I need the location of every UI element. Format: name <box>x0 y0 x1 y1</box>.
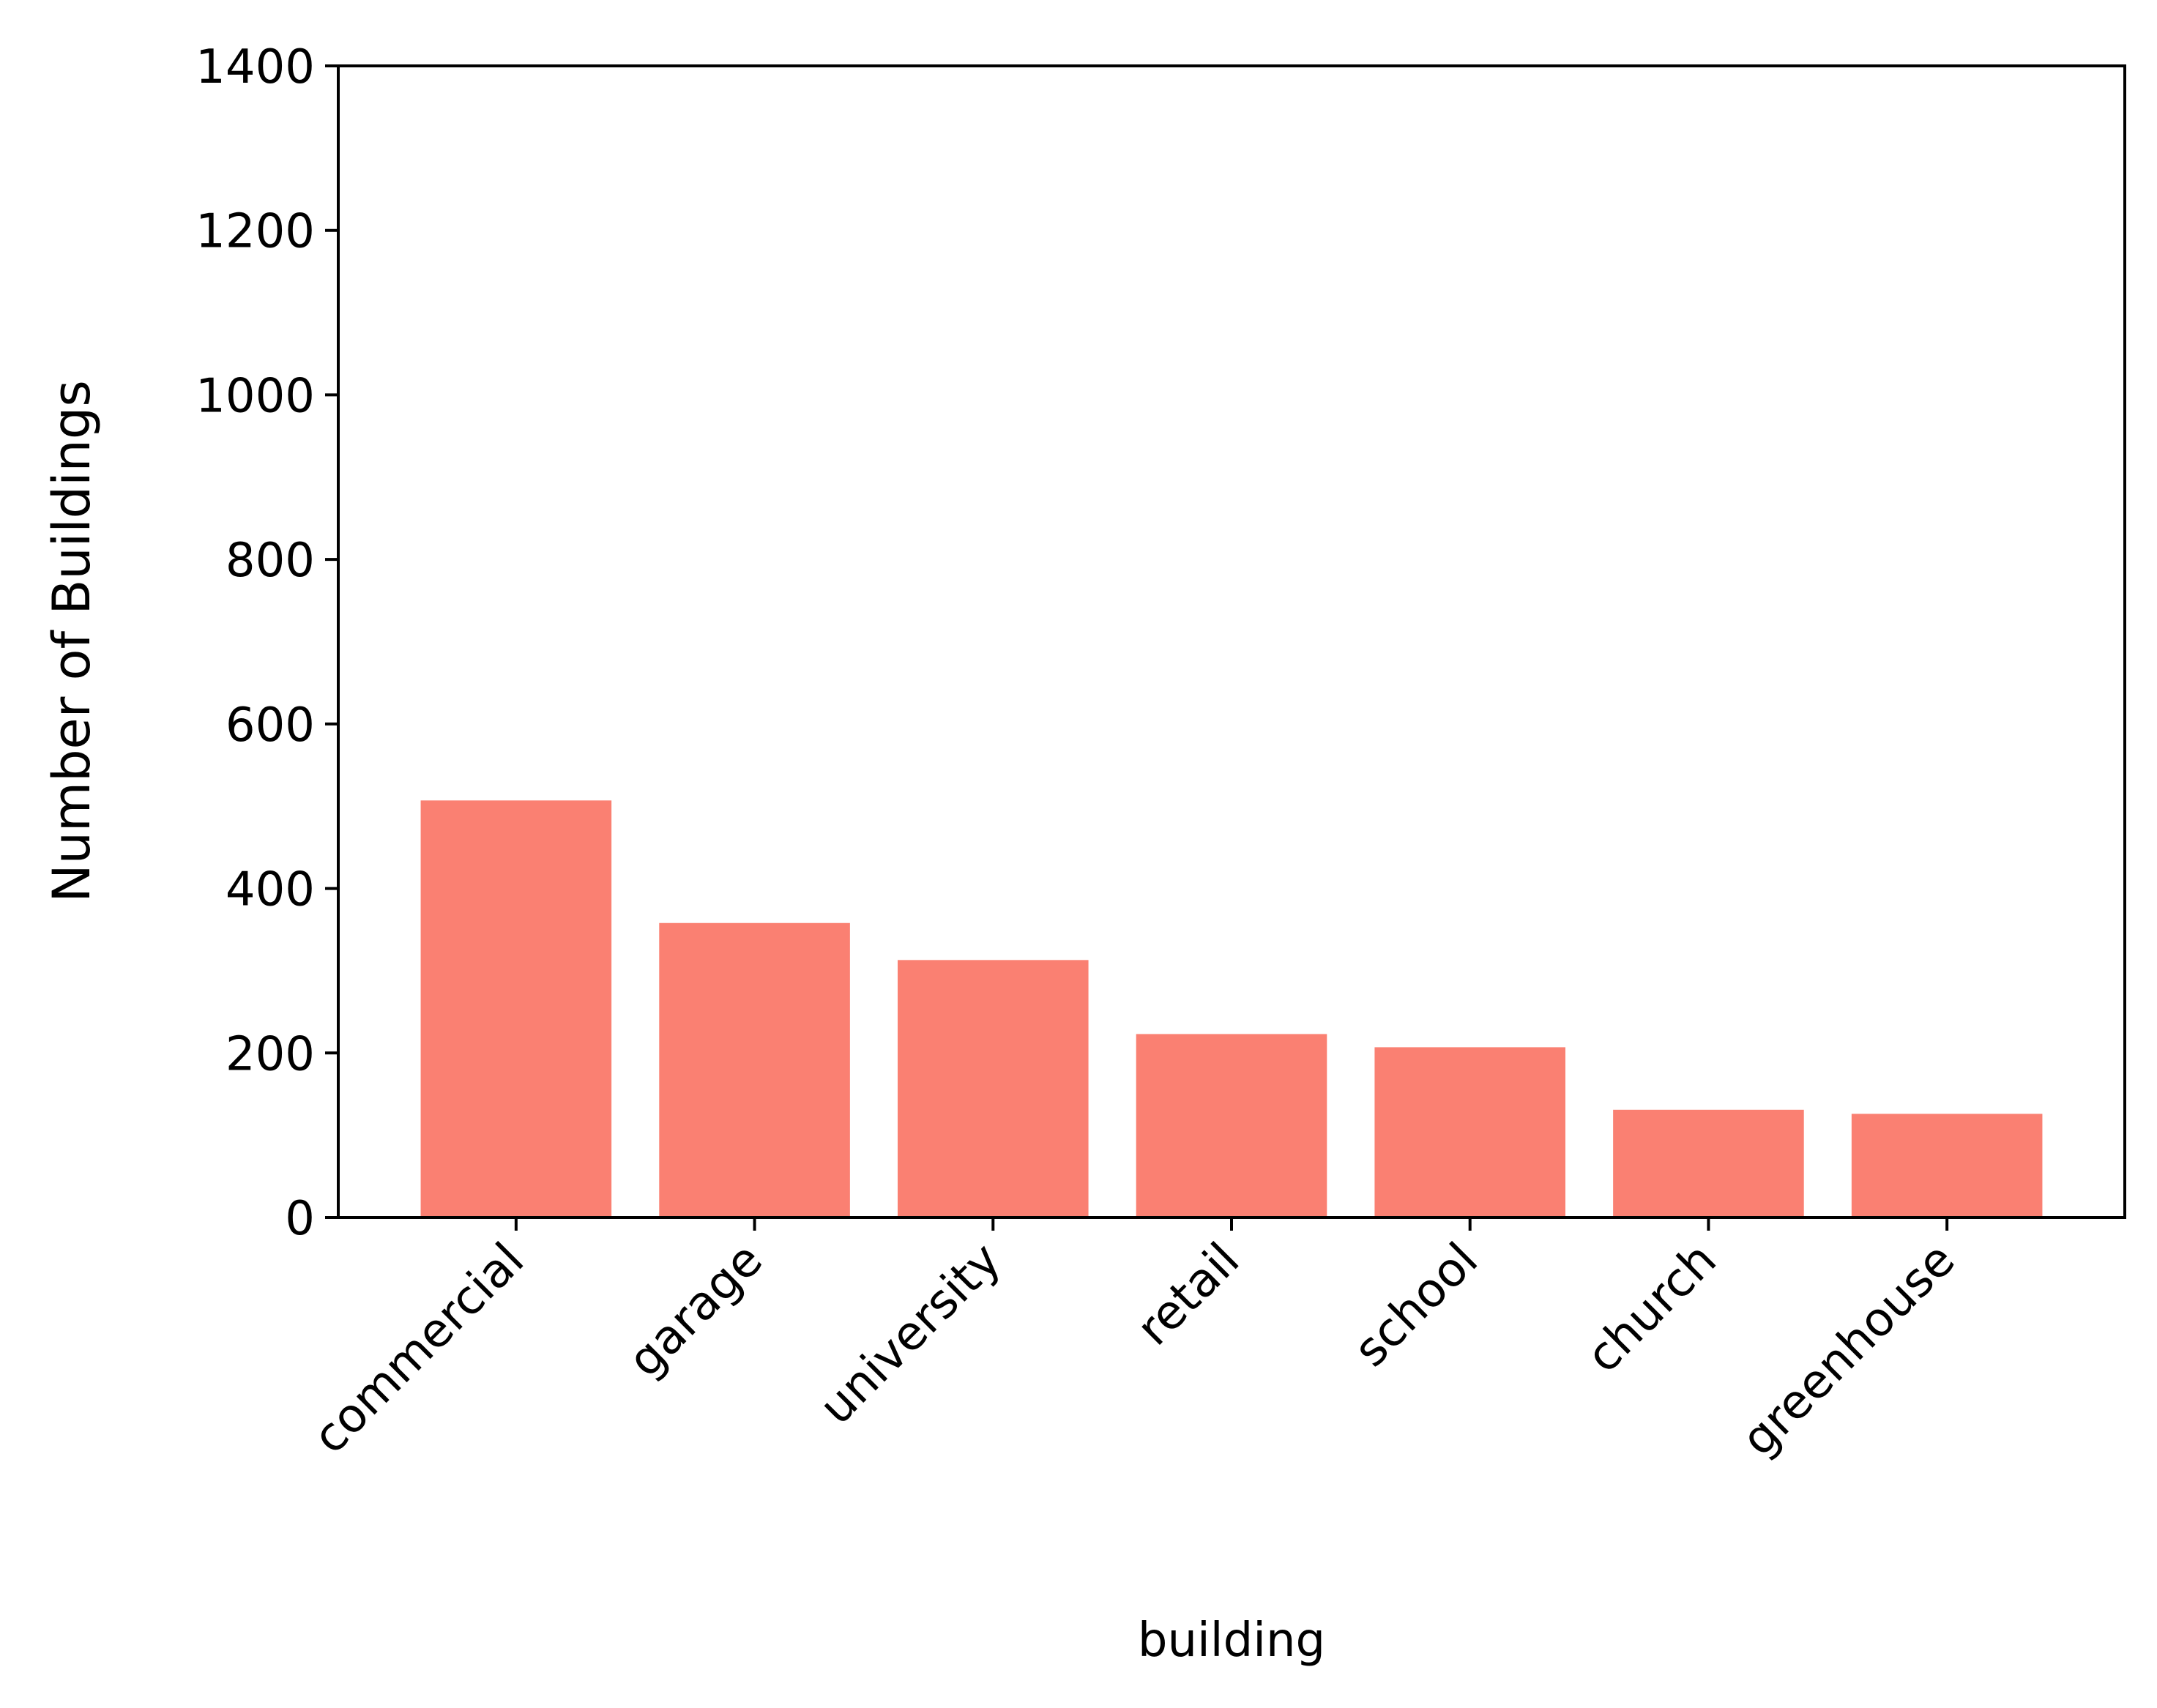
bar-retail <box>1136 1034 1327 1217</box>
y-axis-title: Number of Buildings <box>42 380 102 903</box>
y-tick-label: 1400 <box>195 40 315 94</box>
bar-church <box>1613 1109 1804 1217</box>
y-tick-label: 600 <box>226 698 315 753</box>
x-tick-label-garage: garage <box>618 1233 773 1388</box>
bar-school <box>1374 1047 1565 1217</box>
bar-university <box>898 960 1089 1217</box>
y-tick-label: 1200 <box>195 205 315 259</box>
y-axis: 0 200 400 600 800 1000 1200 1400 <box>195 40 338 1246</box>
x-tick-label-retail: retail <box>1127 1233 1250 1356</box>
bar-greenhouse <box>1851 1114 2043 1217</box>
y-tick-label: 400 <box>226 863 315 917</box>
bar-garage <box>659 922 850 1217</box>
x-tick-label-university: university <box>809 1233 1011 1435</box>
x-axis-title: building <box>1138 1614 1325 1668</box>
x-tick-label-greenhouse: greenhouse <box>1732 1233 1966 1467</box>
x-tick-label-school: school <box>1344 1233 1489 1377</box>
y-tick-label: 200 <box>226 1027 315 1081</box>
bar-commercial <box>420 800 612 1217</box>
x-tick-label-church: church <box>1576 1233 1727 1384</box>
plot-frame <box>337 64 2126 1219</box>
x-tick-label-commercial: commercial <box>303 1233 534 1464</box>
x-axis: commercial garage university retail school ch… <box>303 1217 1966 1467</box>
y-tick-label: 1000 <box>195 369 315 423</box>
y-tick-label: 800 <box>226 534 315 588</box>
bars-layer <box>420 800 2043 1217</box>
y-tick-label: 0 <box>285 1192 315 1246</box>
